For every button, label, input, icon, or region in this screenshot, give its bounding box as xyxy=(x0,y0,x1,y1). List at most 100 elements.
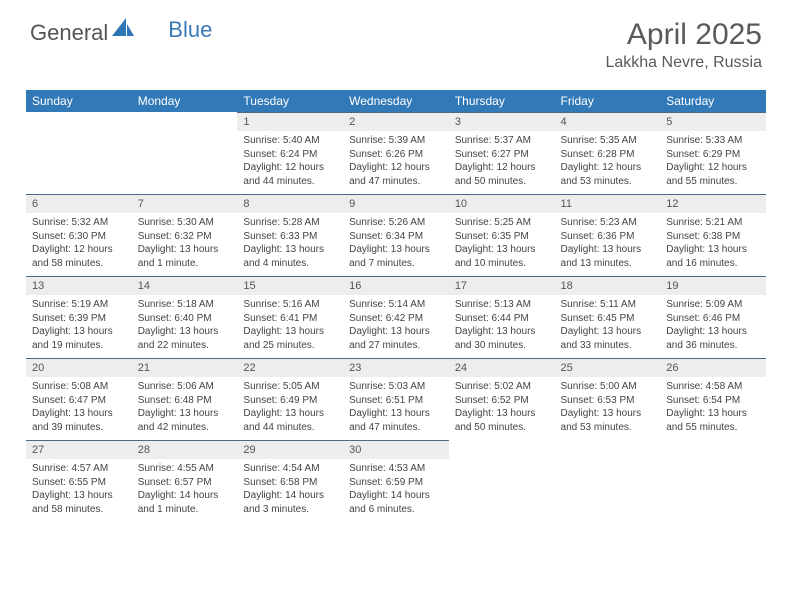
day-body: Sunrise: 5:33 AMSunset: 6:29 PMDaylight:… xyxy=(660,131,766,194)
brand-logo: General Blue xyxy=(30,18,212,48)
sunset-text: Sunset: 6:52 PM xyxy=(455,394,549,408)
day-body: Sunrise: 5:23 AMSunset: 6:36 PMDaylight:… xyxy=(555,213,661,276)
sunrise-text: Sunrise: 4:54 AM xyxy=(243,462,337,476)
calendar-table: SundayMondayTuesdayWednesdayThursdayFrid… xyxy=(26,90,766,522)
daylight-text: Daylight: 13 hours and 22 minutes. xyxy=(138,325,232,352)
sunset-text: Sunset: 6:59 PM xyxy=(349,476,443,490)
calendar-day-cell: 13Sunrise: 5:19 AMSunset: 6:39 PMDayligh… xyxy=(26,276,132,358)
calendar-week-row: 20Sunrise: 5:08 AMSunset: 6:47 PMDayligh… xyxy=(26,358,766,440)
calendar-day-cell: 18Sunrise: 5:11 AMSunset: 6:45 PMDayligh… xyxy=(555,276,661,358)
daylight-text: Daylight: 13 hours and 58 minutes. xyxy=(32,489,126,516)
daylight-text: Daylight: 13 hours and 30 minutes. xyxy=(455,325,549,352)
calendar-day-cell: 11Sunrise: 5:23 AMSunset: 6:36 PMDayligh… xyxy=(555,194,661,276)
day-number: 24 xyxy=(449,358,555,377)
day-number: 26 xyxy=(660,358,766,377)
day-header: Friday xyxy=(555,90,661,112)
calendar-day-cell: 24Sunrise: 5:02 AMSunset: 6:52 PMDayligh… xyxy=(449,358,555,440)
daylight-text: Daylight: 12 hours and 47 minutes. xyxy=(349,161,443,188)
sunset-text: Sunset: 6:42 PM xyxy=(349,312,443,326)
calendar-week-row: 13Sunrise: 5:19 AMSunset: 6:39 PMDayligh… xyxy=(26,276,766,358)
sunrise-text: Sunrise: 4:53 AM xyxy=(349,462,443,476)
sunset-text: Sunset: 6:51 PM xyxy=(349,394,443,408)
daylight-text: Daylight: 13 hours and 13 minutes. xyxy=(561,243,655,270)
daylight-text: Daylight: 13 hours and 19 minutes. xyxy=(32,325,126,352)
daylight-text: Daylight: 13 hours and 42 minutes. xyxy=(138,407,232,434)
day-number: 10 xyxy=(449,194,555,213)
sunrise-text: Sunrise: 5:19 AM xyxy=(32,298,126,312)
daylight-text: Daylight: 13 hours and 39 minutes. xyxy=(32,407,126,434)
sunset-text: Sunset: 6:47 PM xyxy=(32,394,126,408)
calendar-day-cell xyxy=(132,112,238,194)
calendar-day-cell: 3Sunrise: 5:37 AMSunset: 6:27 PMDaylight… xyxy=(449,112,555,194)
calendar-day-cell: 8Sunrise: 5:28 AMSunset: 6:33 PMDaylight… xyxy=(237,194,343,276)
day-number: 28 xyxy=(132,440,238,459)
day-body: Sunrise: 5:11 AMSunset: 6:45 PMDaylight:… xyxy=(555,295,661,358)
day-number: 5 xyxy=(660,112,766,131)
day-body: Sunrise: 5:32 AMSunset: 6:30 PMDaylight:… xyxy=(26,213,132,276)
sunset-text: Sunset: 6:48 PM xyxy=(138,394,232,408)
sunset-text: Sunset: 6:38 PM xyxy=(666,230,760,244)
calendar-day-cell: 7Sunrise: 5:30 AMSunset: 6:32 PMDaylight… xyxy=(132,194,238,276)
calendar-day-cell: 30Sunrise: 4:53 AMSunset: 6:59 PMDayligh… xyxy=(343,440,449,522)
calendar-day-cell xyxy=(660,440,766,522)
sunset-text: Sunset: 6:40 PM xyxy=(138,312,232,326)
daylight-text: Daylight: 14 hours and 1 minute. xyxy=(138,489,232,516)
calendar-day-cell: 5Sunrise: 5:33 AMSunset: 6:29 PMDaylight… xyxy=(660,112,766,194)
day-number: 25 xyxy=(555,358,661,377)
calendar-day-cell: 21Sunrise: 5:06 AMSunset: 6:48 PMDayligh… xyxy=(132,358,238,440)
day-number: 29 xyxy=(237,440,343,459)
sunset-text: Sunset: 6:33 PM xyxy=(243,230,337,244)
sunset-text: Sunset: 6:27 PM xyxy=(455,148,549,162)
day-header: Monday xyxy=(132,90,238,112)
day-body: Sunrise: 5:30 AMSunset: 6:32 PMDaylight:… xyxy=(132,213,238,276)
sunrise-text: Sunrise: 5:05 AM xyxy=(243,380,337,394)
daylight-text: Daylight: 13 hours and 44 minutes. xyxy=(243,407,337,434)
sunrise-text: Sunrise: 5:26 AM xyxy=(349,216,443,230)
sunrise-text: Sunrise: 5:18 AM xyxy=(138,298,232,312)
day-body xyxy=(26,130,132,139)
day-number: 13 xyxy=(26,276,132,295)
day-body: Sunrise: 4:53 AMSunset: 6:59 PMDaylight:… xyxy=(343,459,449,522)
daylight-text: Daylight: 12 hours and 44 minutes. xyxy=(243,161,337,188)
day-number: 20 xyxy=(26,358,132,377)
sunset-text: Sunset: 6:32 PM xyxy=(138,230,232,244)
day-number: 4 xyxy=(555,112,661,131)
sunrise-text: Sunrise: 5:28 AM xyxy=(243,216,337,230)
day-body: Sunrise: 5:21 AMSunset: 6:38 PMDaylight:… xyxy=(660,213,766,276)
sunrise-text: Sunrise: 5:23 AM xyxy=(561,216,655,230)
sunset-text: Sunset: 6:54 PM xyxy=(666,394,760,408)
calendar-day-cell: 2Sunrise: 5:39 AMSunset: 6:26 PMDaylight… xyxy=(343,112,449,194)
day-number: 7 xyxy=(132,194,238,213)
day-number: 19 xyxy=(660,276,766,295)
day-body: Sunrise: 5:35 AMSunset: 6:28 PMDaylight:… xyxy=(555,131,661,194)
day-number: 3 xyxy=(449,112,555,131)
daylight-text: Daylight: 13 hours and 53 minutes. xyxy=(561,407,655,434)
daylight-text: Daylight: 13 hours and 4 minutes. xyxy=(243,243,337,270)
day-body xyxy=(555,458,661,467)
day-body: Sunrise: 5:16 AMSunset: 6:41 PMDaylight:… xyxy=(237,295,343,358)
day-body: Sunrise: 5:14 AMSunset: 6:42 PMDaylight:… xyxy=(343,295,449,358)
day-number: 12 xyxy=(660,194,766,213)
day-body: Sunrise: 5:09 AMSunset: 6:46 PMDaylight:… xyxy=(660,295,766,358)
sunrise-text: Sunrise: 5:40 AM xyxy=(243,134,337,148)
sail-icon xyxy=(112,18,134,38)
day-body: Sunrise: 5:28 AMSunset: 6:33 PMDaylight:… xyxy=(237,213,343,276)
calendar-day-cell: 23Sunrise: 5:03 AMSunset: 6:51 PMDayligh… xyxy=(343,358,449,440)
sunset-text: Sunset: 6:58 PM xyxy=(243,476,337,490)
calendar-day-cell: 28Sunrise: 4:55 AMSunset: 6:57 PMDayligh… xyxy=(132,440,238,522)
sunrise-text: Sunrise: 5:35 AM xyxy=(561,134,655,148)
sunrise-text: Sunrise: 5:00 AM xyxy=(561,380,655,394)
sunrise-text: Sunrise: 5:16 AM xyxy=(243,298,337,312)
sunset-text: Sunset: 6:49 PM xyxy=(243,394,337,408)
daylight-text: Daylight: 13 hours and 10 minutes. xyxy=(455,243,549,270)
calendar-day-cell: 19Sunrise: 5:09 AMSunset: 6:46 PMDayligh… xyxy=(660,276,766,358)
day-header: Wednesday xyxy=(343,90,449,112)
calendar-day-cell: 9Sunrise: 5:26 AMSunset: 6:34 PMDaylight… xyxy=(343,194,449,276)
calendar-day-cell: 12Sunrise: 5:21 AMSunset: 6:38 PMDayligh… xyxy=(660,194,766,276)
day-number: 1 xyxy=(237,112,343,131)
calendar-day-cell: 26Sunrise: 4:58 AMSunset: 6:54 PMDayligh… xyxy=(660,358,766,440)
sunset-text: Sunset: 6:26 PM xyxy=(349,148,443,162)
day-body: Sunrise: 5:39 AMSunset: 6:26 PMDaylight:… xyxy=(343,131,449,194)
day-number: 11 xyxy=(555,194,661,213)
sunset-text: Sunset: 6:28 PM xyxy=(561,148,655,162)
